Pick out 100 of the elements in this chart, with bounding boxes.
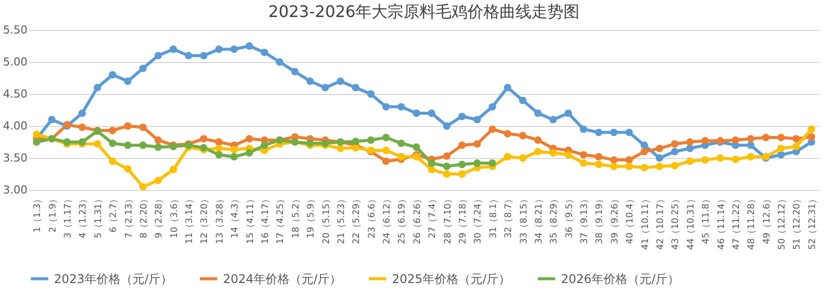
point — [78, 124, 86, 131]
point — [488, 126, 496, 133]
y-tick-label: 5.50 — [3, 24, 28, 36]
point — [625, 156, 633, 164]
point — [124, 142, 132, 149]
point — [32, 130, 40, 138]
legend-label: 2023年价格（元/斤） — [54, 272, 173, 286]
x-tick-label: 22（5.29） — [352, 194, 362, 244]
point — [670, 148, 678, 156]
point — [336, 144, 344, 152]
point — [367, 90, 375, 98]
point — [549, 116, 557, 124]
point — [139, 124, 147, 131]
point — [428, 166, 436, 174]
point — [428, 159, 436, 167]
point — [686, 158, 694, 165]
point — [746, 142, 754, 149]
point — [640, 148, 648, 156]
point — [746, 153, 754, 160]
y-tick-label: 3.50 — [3, 152, 28, 164]
x-tick-label: 3（1.17） — [63, 194, 74, 238]
point — [504, 130, 512, 138]
x-tick-label: 24（6.12） — [382, 194, 393, 244]
point — [398, 140, 405, 147]
point — [777, 151, 785, 158]
point — [746, 135, 754, 142]
point — [139, 64, 147, 72]
point — [625, 162, 633, 170]
x-tick-label: 52（12.31） — [808, 194, 818, 250]
y-tick-label: 4.00 — [3, 120, 28, 132]
point — [504, 153, 512, 160]
point — [458, 112, 466, 120]
legend-label: 2025年价格（元/斤） — [392, 272, 511, 286]
x-tick-label: 42（10.17） — [656, 194, 666, 250]
x-tick-label: 28（7.10） — [443, 194, 454, 244]
point — [701, 156, 709, 164]
point — [458, 142, 466, 149]
y-tick-label: 4.50 — [3, 88, 28, 100]
point — [443, 162, 450, 170]
x-tick-label: 23（6.6） — [367, 194, 378, 238]
point — [412, 110, 420, 117]
x-tick-label: 33（8.15） — [519, 194, 530, 244]
point — [473, 116, 481, 124]
point — [170, 46, 178, 53]
x-tick-label: 30（7.24） — [474, 194, 484, 244]
point — [230, 153, 238, 160]
point — [732, 136, 740, 144]
x-tick-label: 38（9.19） — [595, 194, 606, 244]
x-tick-label: 12（3.20） — [200, 194, 210, 244]
point — [610, 128, 618, 136]
x-tick-label: 50（12.12） — [778, 194, 788, 250]
x-tick-label: 35（8.29） — [550, 194, 560, 244]
x-tick-label: 32（8.7） — [504, 194, 514, 238]
point — [398, 153, 405, 160]
point — [519, 154, 526, 162]
point — [580, 126, 588, 133]
point — [170, 166, 178, 174]
point — [260, 48, 268, 56]
point — [732, 156, 740, 163]
point — [716, 154, 724, 162]
x-tick-label: 27（7.4） — [428, 194, 438, 238]
point — [564, 151, 572, 158]
point — [367, 136, 375, 144]
point — [792, 135, 800, 142]
x-tick-label: 16（4.17） — [260, 194, 271, 244]
x-tick-label: 45（11.8） — [702, 194, 712, 244]
point — [154, 176, 162, 184]
point — [215, 46, 223, 53]
x-tick-label: 4（1.23） — [78, 194, 89, 238]
point — [595, 160, 602, 168]
point — [808, 133, 816, 141]
x-tick-label: 7（2.13） — [124, 194, 134, 238]
point — [519, 96, 526, 104]
point — [656, 162, 664, 170]
point — [640, 164, 648, 172]
point — [762, 134, 770, 142]
point — [701, 137, 709, 144]
x-tick-label: 44（10.31） — [686, 194, 696, 250]
point — [246, 135, 253, 142]
point — [382, 158, 390, 165]
point — [656, 144, 664, 152]
point — [670, 140, 678, 148]
point — [686, 138, 694, 146]
point — [428, 110, 436, 117]
x-tick-label: 18（5.2） — [291, 194, 302, 238]
point — [124, 165, 132, 173]
point — [504, 84, 512, 92]
point — [78, 110, 86, 117]
point — [792, 142, 800, 150]
x-tick-label: 1（1.3） — [33, 194, 44, 233]
point — [382, 134, 390, 142]
point — [473, 140, 481, 148]
point — [458, 170, 466, 178]
point — [412, 143, 420, 151]
point — [488, 159, 496, 167]
point — [534, 110, 542, 117]
point — [200, 52, 208, 60]
point — [580, 159, 588, 167]
point — [230, 46, 238, 53]
legend-label: 2026年价格（元/斤） — [561, 272, 680, 286]
